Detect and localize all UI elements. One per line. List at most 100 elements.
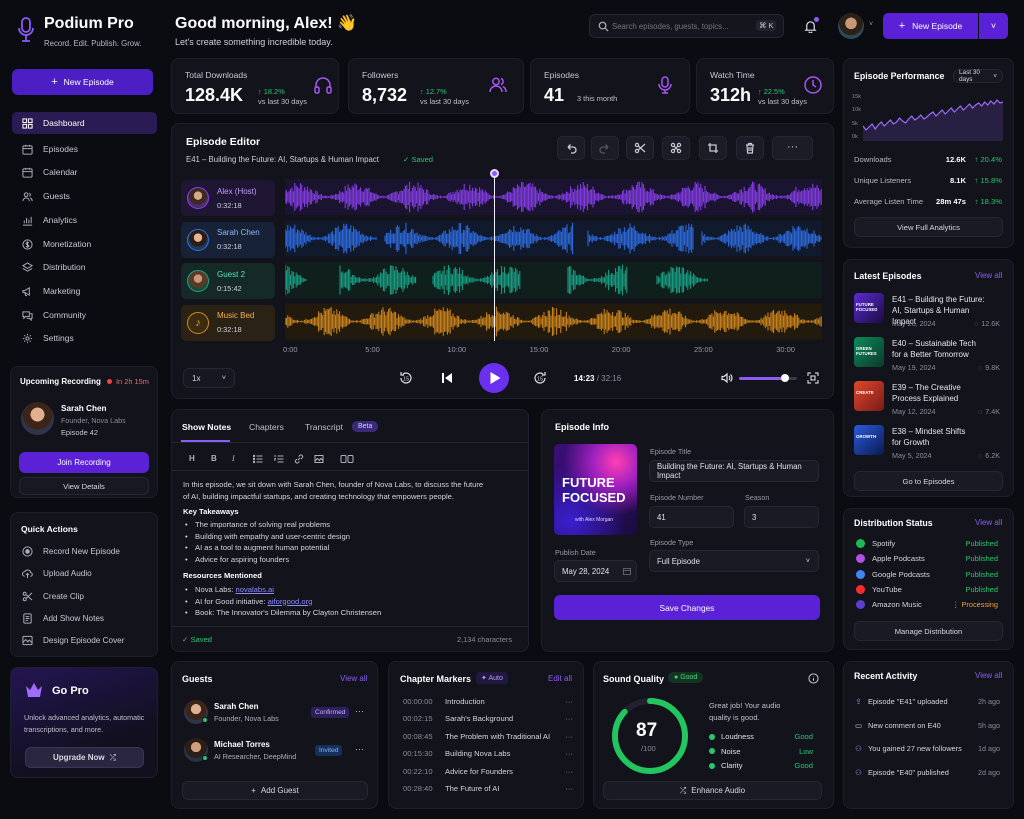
new-episode-dropdown-button[interactable]: ˅ (979, 13, 1008, 39)
forward-15-button[interactable]: 15 (532, 370, 548, 386)
upgrade-now-button[interactable]: Upgrade Now ⤮ (25, 747, 144, 768)
sidebar-item-distribution[interactable]: Distribution (12, 256, 157, 278)
go-to-episodes-button[interactable]: Go to Episodes (854, 471, 1003, 491)
distribution-row-amazon-music[interactable]: Amazon Music ⋮ Processing (856, 600, 998, 610)
activity-row[interactable]: ⇪ Episode "E41" uploaded 2h ago (854, 697, 1000, 706)
chapter-row[interactable]: 00:22:10 Advice for Founders ··· (403, 767, 573, 776)
resource-link[interactable]: novalabs.ai (235, 585, 274, 594)
playhead-line[interactable] (494, 174, 495, 341)
episode-title-line-1[interactable]: E38 – Mindset Shifts (892, 427, 966, 436)
info-icon[interactable] (808, 673, 819, 684)
sidebar-item-settings[interactable]: Settings (12, 327, 157, 349)
episode-title-line-1[interactable]: E40 – Sustainable Tech (892, 339, 976, 348)
resource-link[interactable]: aiforgood.org (267, 596, 313, 606)
chapter-row[interactable]: 00:00:00 Introduction ··· (403, 697, 573, 706)
playhead-handle[interactable] (490, 169, 499, 178)
quick-action-item[interactable]: Design Episode Cover (22, 635, 124, 646)
volume-slider-handle[interactable] (781, 374, 790, 382)
episode-title-line-2[interactable]: AI, Startups & Human Impact (892, 306, 970, 326)
activity-row[interactable]: ⚇ You gained 27 new followers 1d ago (854, 744, 1000, 753)
guest-more-button[interactable]: ··· (355, 744, 364, 754)
view-full-analytics-button[interactable]: View Full Analytics (854, 217, 1003, 237)
delete-button[interactable] (736, 136, 764, 160)
track-guest-2[interactable]: Guest 2 0:15:42 (181, 263, 275, 299)
sidebar-new-episode-button[interactable]: + New Episode (12, 69, 153, 95)
chapter-more-button[interactable]: ··· (565, 749, 573, 759)
chapters-edit-all-link[interactable]: Edit all (548, 674, 573, 683)
tab-transcript[interactable]: Transcript (305, 422, 343, 432)
bullet-list-icon[interactable] (253, 454, 263, 464)
distribution-row-spotify[interactable]: Spotify Published (856, 539, 998, 548)
chapter-more-button[interactable]: ··· (565, 697, 573, 706)
track-music-bed[interactable]: ♪ Music Bed 0:32:18 (181, 304, 275, 341)
tab-show-notes[interactable]: Show Notes (182, 422, 232, 432)
bell-icon[interactable] (804, 19, 817, 33)
bold-button[interactable]: B (211, 454, 217, 463)
play-button[interactable] (479, 363, 509, 393)
quick-action-item[interactable]: Upload Audio (22, 568, 92, 579)
link-icon[interactable] (294, 454, 304, 464)
quick-action-item[interactable]: Record New Episode (22, 546, 120, 557)
episode-title-line-1[interactable]: E39 – The Creative (892, 383, 961, 392)
episode-cover-image[interactable]: FUTURE FOCUSED with Alex Morgan (554, 444, 637, 535)
sidebar-item-guests[interactable]: Guests (12, 185, 157, 207)
track-alex-host[interactable]: Alex (Host) 0:32:18 (181, 180, 275, 216)
redo-button[interactable] (591, 136, 619, 160)
sidebar-item-dashboard[interactable]: Dashboard (12, 112, 157, 134)
episode-thumbnail[interactable]: CREATE (854, 381, 884, 411)
episode-type-select[interactable]: Full Episode ˅ (649, 550, 819, 572)
quick-action-item[interactable]: Create Clip (22, 591, 84, 602)
manage-distribution-button[interactable]: Manage Distribution (854, 621, 1003, 641)
chapter-row[interactable]: 00:15:30 Building Nova Labs ··· (403, 749, 573, 758)
episode-title-line-2[interactable]: for Growth (892, 438, 930, 447)
episode-title-line-2[interactable]: Process Explained (892, 394, 959, 403)
chapter-more-button[interactable]: ··· (565, 766, 573, 776)
episode-thumbnail[interactable]: FUTURE FOCUSED (854, 293, 884, 323)
guest-more-button[interactable]: ··· (355, 706, 364, 716)
tab-chapters[interactable]: Chapters (249, 422, 284, 432)
volume-icon[interactable] (721, 372, 733, 384)
sidebar-item-analytics[interactable]: Analytics (12, 209, 157, 231)
skip-back-button[interactable] (440, 371, 454, 385)
chapter-row[interactable]: 00:08:45 The Problem with Traditional AI ·… (403, 732, 573, 741)
sidebar-item-community[interactable]: Community (12, 304, 157, 326)
chapter-more-button[interactable]: ··· (565, 731, 573, 741)
enhance-audio-button[interactable]: ⤮ Enhance Audio (603, 781, 822, 800)
episode-title-line-2[interactable]: for a Better Tomorrow (892, 350, 969, 359)
episode-number-field[interactable]: 41 (649, 506, 734, 528)
chapter-more-button[interactable]: ··· (565, 714, 573, 724)
distribution-row-apple-podcasts[interactable]: Apple Podcasts Published (856, 554, 998, 564)
undo-button[interactable] (557, 136, 585, 160)
range-select[interactable]: Last 30 days ˅ (953, 69, 1003, 83)
season-field[interactable]: 3 (744, 506, 819, 528)
embed-icon[interactable] (340, 454, 354, 464)
more-options-button[interactable]: ··· (772, 136, 813, 160)
avatar-chevron-icon[interactable]: ˅ (869, 21, 874, 28)
crop-button[interactable] (699, 136, 727, 160)
sidebar-item-marketing[interactable]: Marketing (12, 280, 157, 302)
track-sarah-chen[interactable]: Sarah Chen 0:32:18 (181, 221, 275, 258)
cut-button[interactable] (626, 136, 654, 160)
episode-thumbnail[interactable]: GREEN FUTURES (854, 337, 884, 367)
activity-view-all-link[interactable]: View all (975, 671, 1003, 680)
user-avatar[interactable] (838, 13, 864, 39)
sidebar-item-monetization[interactable]: Monetization (12, 233, 157, 255)
numbered-list-icon[interactable] (274, 454, 284, 464)
add-guest-button[interactable]: + Add Guest (182, 781, 368, 800)
split-button[interactable] (662, 136, 690, 160)
sidebar-item-calendar[interactable]: Calendar (12, 161, 157, 183)
episode-title-line-1[interactable]: E41 – Building the Future: (892, 295, 985, 304)
distribution-row-youtube[interactable]: YouTube Published (856, 584, 998, 594)
latest-view-all-link[interactable]: View all (975, 271, 1003, 280)
sidebar-item-episodes[interactable]: Episodes (12, 138, 157, 160)
distribution-view-all-link[interactable]: View all (975, 518, 1003, 527)
join-recording-button[interactable]: Join Recording (19, 452, 149, 473)
episode-thumbnail[interactable]: GROWTH (854, 425, 884, 455)
heading-button[interactable]: H (189, 454, 195, 463)
italic-button[interactable]: I (232, 454, 235, 463)
distribution-row-google-podcasts[interactable]: Google Podcasts Published (856, 569, 998, 579)
chapter-row[interactable]: 00:02:15 Sarah's Background ··· (403, 714, 573, 723)
activity-row[interactable]: ⚇ Episode "E40" published 2d ago (854, 768, 1000, 777)
activity-row[interactable]: ▭ New comment on E40 5h ago (854, 721, 1000, 730)
search-input[interactable] (612, 19, 752, 34)
